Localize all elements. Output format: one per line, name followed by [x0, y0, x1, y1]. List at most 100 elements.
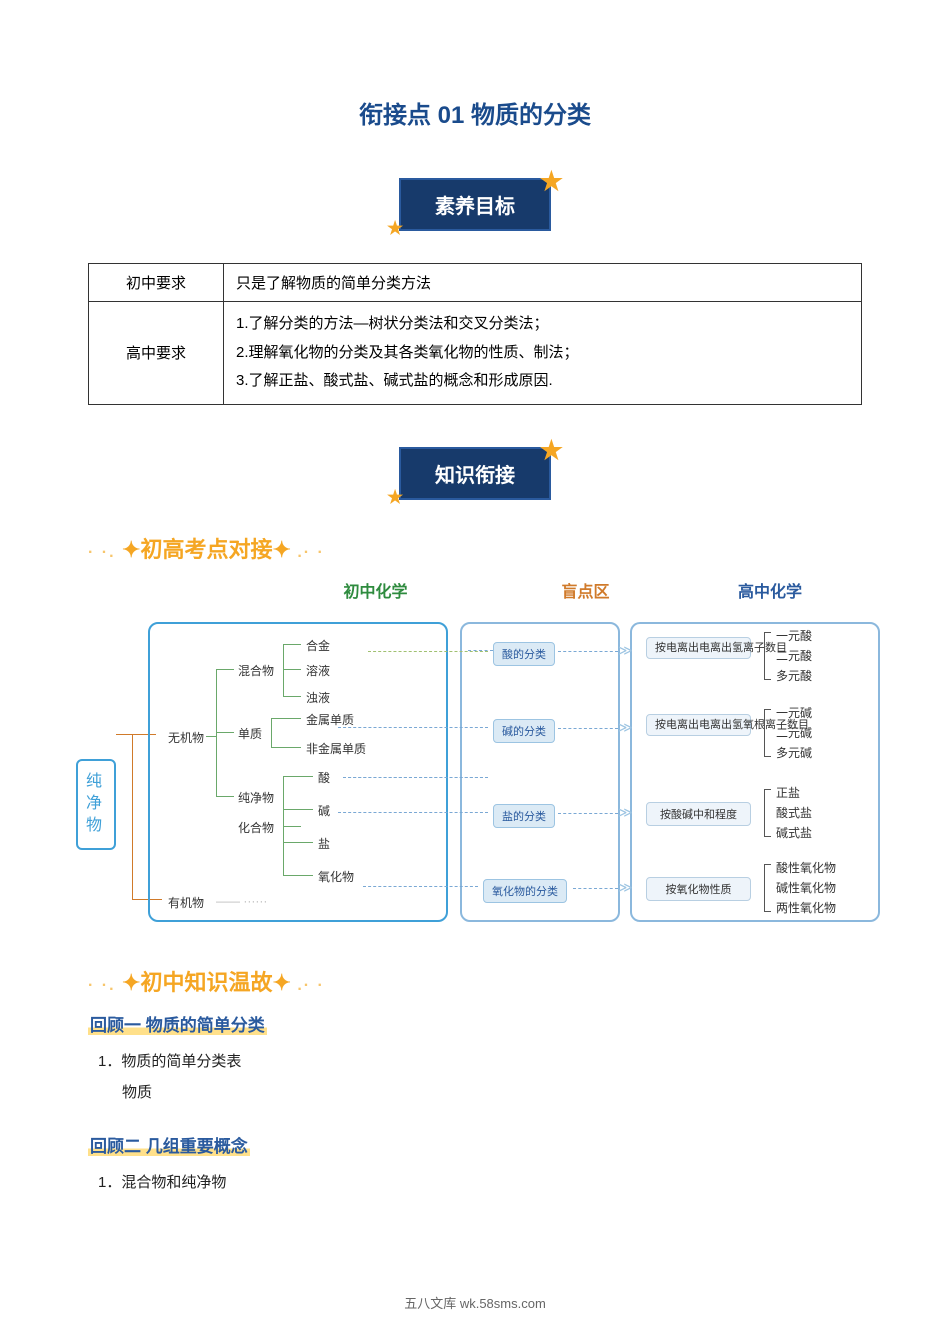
table-row: 高中要求 1.了解分类的方法—树状分类法和交叉分类法； 2.理解氧化物的分类及其…: [89, 302, 862, 405]
dash-connector: [338, 727, 488, 728]
star-icon: ★: [387, 218, 403, 239]
star-icon: ✦: [122, 970, 140, 995]
youji-dash: —— ······: [216, 894, 267, 908]
connector: [283, 696, 301, 697]
star-icon: ✦: [272, 537, 290, 562]
hs-leaf: 二元酸: [776, 647, 812, 664]
connector: [283, 644, 301, 645]
review1-header: 回顾一 物质的简单分类: [88, 1011, 862, 1036]
dash-connector: [558, 728, 618, 729]
node-yan: 盐: [318, 835, 330, 852]
node-rongye: 溶液: [306, 662, 330, 679]
connector: [283, 826, 301, 827]
connector: [283, 669, 301, 670]
connector: [283, 809, 313, 810]
diagram: 初中化学 盲点区 高中化学 纯净物 无机物 有机物 混: [88, 578, 862, 939]
hs-box-jian: 按电离出电离出氢氧根离子数目: [646, 714, 751, 736]
connector: [283, 644, 284, 696]
ms-req-text: 只是了解物质的简单分类方法: [224, 264, 862, 302]
node-hejin: 合金: [306, 637, 330, 654]
root-node: 纯净物: [76, 759, 116, 850]
bridge-badge-text: 知识衔接: [435, 465, 515, 487]
hs-req-label: 高中要求: [89, 302, 224, 405]
brace: [764, 709, 770, 757]
dash-connector: [368, 651, 488, 652]
connector: [271, 747, 301, 748]
hs-req-text: 1.了解分类的方法—树状分类法和交叉分类法； 2.理解氧化物的分类及其各类氧化物…: [224, 302, 862, 405]
star-icon: ✦: [272, 970, 290, 995]
diagram-canvas: 纯净物 无机物 有机物 混合物 单质 纯净物 合: [88, 614, 862, 939]
goal-badge: ★ ★ 素养目标: [399, 178, 551, 231]
node-hunhe: 混合物: [238, 662, 274, 679]
connector: [216, 669, 217, 797]
panel-ms: [148, 622, 448, 922]
hs-req-line: 1.了解分类的方法—树状分类法和交叉分类法；: [236, 310, 849, 339]
requirements-table: 初中要求 只是了解物质的简单分类方法 高中要求 1.了解分类的方法—树状分类法和…: [88, 263, 862, 405]
dash-connector: [343, 777, 488, 778]
hs-leaf: 多元酸: [776, 667, 812, 684]
brace: [764, 864, 770, 912]
review-header-text: 初中知识温故: [140, 970, 272, 995]
node-wuji: 无机物: [168, 729, 204, 746]
node-huahewu: 化合物: [238, 819, 274, 836]
hs-leaf: 碱式盐: [776, 824, 812, 841]
node-jian: 碱: [318, 802, 330, 819]
connector: [283, 842, 313, 843]
node-suan: 酸: [318, 769, 330, 786]
dash-connector: [338, 812, 488, 813]
star-icon: ★: [540, 435, 563, 466]
star-icon: ✦: [122, 537, 140, 562]
dash-connector: [363, 886, 478, 887]
arrow-icon: ≫: [618, 879, 633, 896]
bridge-badge: ★ ★ 知识衔接: [399, 447, 551, 500]
goal-badge-text: 素养目标: [435, 196, 515, 218]
dash-connector: [573, 888, 618, 889]
node-zhuoye: 浊液: [306, 689, 330, 706]
node-danzhi: 单质: [238, 725, 262, 742]
hs-req-line: 2.理解氧化物的分类及其各类氧化物的性质、制法；: [236, 339, 849, 368]
col-title-hs: 高中化学: [678, 578, 862, 602]
hs-leaf: 酸式盐: [776, 804, 812, 821]
review1-header-text: 回顾一 物质的简单分类: [88, 1016, 267, 1035]
col-title-ms: 初中化学: [258, 578, 493, 602]
node-jinshu: 金属单质: [306, 711, 354, 728]
page-title: 衔接点 01 物质的分类: [88, 95, 862, 130]
hs-box-yhw: 按氧化物性质: [646, 877, 751, 901]
brace: [764, 632, 770, 680]
panel-blind: [460, 622, 620, 922]
diagram-titles: 初中化学 盲点区 高中化学: [88, 578, 862, 602]
review1-p2: 物质: [122, 1081, 862, 1102]
brace: [764, 789, 770, 837]
node-feijinshu: 非金属单质: [306, 740, 366, 757]
hs-req-line: 3.了解正盐、酸式盐、碱式盐的概念和形成原因.: [236, 367, 849, 396]
goal-badge-wrap: ★ ★ 素养目标: [88, 178, 862, 231]
dash-connector: [558, 651, 618, 652]
dots-icon: · ·.: [88, 544, 122, 561]
dots-icon: · ·.: [88, 977, 122, 994]
review2-p1: 1．混合物和纯净物: [98, 1171, 862, 1192]
review2-header-text: 回顾二 几组重要概念: [88, 1137, 250, 1156]
connector: [271, 718, 272, 748]
hs-leaf: 一元碱: [776, 704, 812, 721]
hs-leaf: 一元酸: [776, 627, 812, 644]
root-label: 纯净物: [84, 771, 108, 838]
node-youji: 有机物: [168, 894, 204, 911]
blind-yan: 盐的分类: [493, 804, 555, 828]
connector: [216, 669, 234, 670]
connector: [132, 734, 133, 899]
hs-leaf: 两性氧化物: [776, 899, 836, 916]
hs-leaf: 正盐: [776, 784, 800, 801]
ms-req-label: 初中要求: [89, 264, 224, 302]
hs-box-suan: 按电离出电离出氢离子数目: [646, 637, 751, 659]
connector: [283, 875, 313, 876]
connector: [216, 732, 234, 733]
review-header: · ·. ✦初中知识温故✦ .· ·: [88, 965, 862, 997]
arrow-icon: ≫: [618, 642, 633, 659]
table-row: 初中要求 只是了解物质的简单分类方法: [89, 264, 862, 302]
connector: [271, 718, 301, 719]
arrow-icon: ≫: [618, 804, 633, 821]
blind-jian: 碱的分类: [493, 719, 555, 743]
node-chunjing: 纯净物: [238, 789, 274, 806]
hs-box-yan: 按酸碱中和程度: [646, 802, 751, 826]
review2-header: 回顾二 几组重要概念: [88, 1132, 862, 1157]
